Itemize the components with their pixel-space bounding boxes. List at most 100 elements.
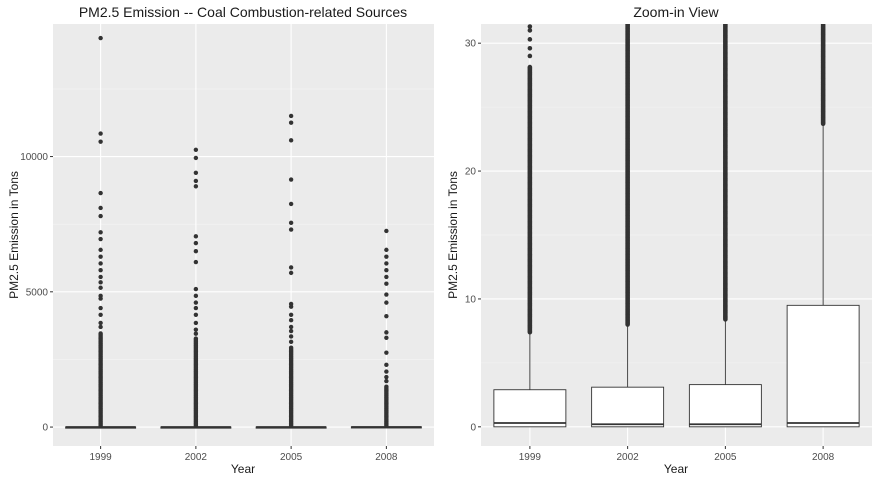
x-axis-title: Year xyxy=(664,462,688,476)
outlier-point xyxy=(193,155,199,161)
outlier-point xyxy=(193,184,199,189)
outlier-point xyxy=(288,220,294,226)
outlier-point xyxy=(384,267,389,273)
x-axis-title: Year xyxy=(231,462,255,476)
outlier-point xyxy=(384,369,389,374)
chart-panel-zoom: 0 10 20 30 1999 2002 2005 2008 Zoom-in View Ye… xyxy=(446,4,872,476)
outlier-point xyxy=(384,281,389,286)
data-marks xyxy=(493,24,860,428)
outlier-point xyxy=(288,227,294,232)
y-tick-label: 20 xyxy=(465,167,477,178)
outlier-point xyxy=(98,331,103,336)
outlier-point xyxy=(193,331,199,336)
outlier-point xyxy=(527,53,533,59)
outliers-1999 xyxy=(527,24,533,335)
outlier-point xyxy=(98,305,103,311)
outlier-point xyxy=(193,320,199,326)
x-tick-label: 2002 xyxy=(185,452,208,463)
outlier-point xyxy=(98,131,103,136)
outlier-point xyxy=(820,24,826,28)
box-body xyxy=(591,386,665,428)
outlier-point xyxy=(288,312,294,318)
outlier-point xyxy=(288,120,294,125)
box-2008 xyxy=(786,125,860,428)
y-tick-label: 10 xyxy=(465,294,477,305)
outlier-point xyxy=(193,147,199,152)
outlier-point xyxy=(193,300,199,305)
outlier-point xyxy=(288,339,294,345)
outlier-point xyxy=(98,261,103,266)
x-tick-label: 1999 xyxy=(519,452,542,463)
outlier-point xyxy=(527,45,533,51)
outliers-2002 xyxy=(193,147,199,428)
y-tick-label: 10000 xyxy=(20,152,48,163)
plot-background xyxy=(53,24,434,446)
outliers-1999 xyxy=(98,35,103,428)
y-tick-label: 5000 xyxy=(26,287,49,298)
outliers-2002 xyxy=(625,24,630,327)
outlier-point xyxy=(98,285,103,290)
outlier-point xyxy=(98,230,103,235)
outlier-point xyxy=(193,305,199,311)
chart-panel-overview: 0 5000 10000 1999 2002 2005 2008 PM2.5 Emissi… xyxy=(7,4,434,476)
outliers-2008 xyxy=(384,228,389,428)
outlier-point xyxy=(384,261,389,266)
chart-title: Zoom-in View xyxy=(633,4,719,20)
box-body xyxy=(786,304,860,428)
outlier-point xyxy=(288,304,294,309)
outlier-point xyxy=(98,296,103,301)
y-tick-label: 0 xyxy=(42,423,48,434)
outlier-point xyxy=(98,280,103,285)
outlier-point xyxy=(384,247,389,253)
outlier-point xyxy=(527,37,533,42)
outlier-point xyxy=(98,190,103,196)
y-axis: 0 10 20 30 xyxy=(465,39,481,433)
outlier-point xyxy=(288,138,294,143)
outlier-point xyxy=(98,35,103,41)
outlier-point xyxy=(723,24,728,27)
x-axis: 1999 2002 2005 2008 xyxy=(90,446,398,463)
box-1999 xyxy=(493,333,567,428)
outlier-point xyxy=(288,318,294,323)
x-tick-label: 2005 xyxy=(714,452,737,463)
outlier-point xyxy=(193,293,199,299)
y-axis-title: PM2.5 Emission in Tons xyxy=(446,171,460,299)
box-body xyxy=(493,389,567,428)
x-tick-label: 2002 xyxy=(617,452,640,463)
outlier-point xyxy=(193,259,199,265)
outlier-point xyxy=(384,335,389,340)
outlier-point xyxy=(98,213,103,219)
x-tick-label: 1999 xyxy=(90,452,113,463)
y-tick-label: 30 xyxy=(465,39,477,50)
outlier-point xyxy=(193,327,199,332)
outlier-point xyxy=(98,320,103,326)
outlier-point xyxy=(384,350,389,355)
outlier-point xyxy=(98,324,103,330)
outliers-2005 xyxy=(288,113,294,428)
outlier-point xyxy=(288,177,294,182)
outlier-point xyxy=(384,374,389,380)
outlier-point xyxy=(98,139,103,144)
outlier-point xyxy=(288,328,294,334)
box-2005 xyxy=(688,320,762,428)
outlier-point xyxy=(384,362,389,368)
outlier-point xyxy=(288,265,294,270)
chart-title: PM2.5 Emission -- Coal Combustion-relate… xyxy=(79,4,407,20)
outlier-point xyxy=(384,300,389,305)
outlier-point xyxy=(384,254,389,259)
data-marks xyxy=(65,35,422,429)
outlier-point xyxy=(193,336,199,341)
outlier-point xyxy=(98,254,103,259)
outlier-point xyxy=(98,236,103,242)
outlier-point xyxy=(288,201,294,207)
outlier-point xyxy=(98,205,103,211)
outlier-point xyxy=(384,313,389,319)
outlier-point xyxy=(193,178,199,184)
outlier-point xyxy=(527,24,533,29)
outlier-point xyxy=(193,286,199,292)
outlier-point xyxy=(625,24,630,27)
outlier-point xyxy=(384,228,389,234)
box-body xyxy=(688,384,762,428)
outlier-point xyxy=(384,384,389,389)
